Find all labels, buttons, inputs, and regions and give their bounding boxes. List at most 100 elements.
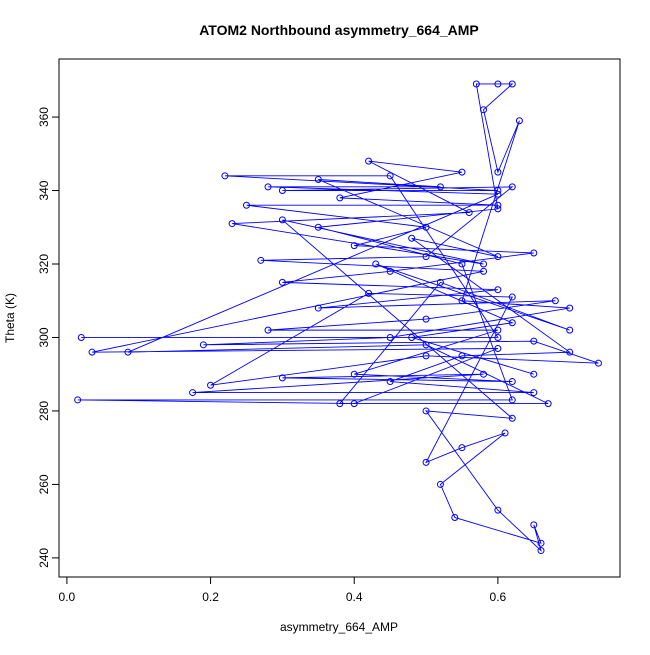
- x-tick-label: 0.4: [346, 590, 363, 604]
- point: [386, 333, 394, 341]
- point: [508, 183, 516, 191]
- y-tick-label: 360: [37, 107, 51, 127]
- point: [458, 168, 466, 176]
- point: [494, 190, 502, 198]
- point: [74, 396, 82, 404]
- point: [336, 194, 344, 202]
- point: [422, 315, 430, 323]
- point: [494, 333, 502, 341]
- point: [436, 183, 444, 191]
- point: [386, 172, 394, 180]
- point: [480, 267, 488, 275]
- point: [257, 256, 265, 264]
- point: [436, 480, 444, 488]
- chart-title: ATOM2 Northbound asymmetry_664_AMP: [199, 22, 479, 38]
- point: [537, 539, 545, 547]
- point: [386, 378, 394, 386]
- point: [451, 513, 459, 521]
- point: [480, 260, 488, 268]
- point: [365, 289, 373, 297]
- point: [365, 157, 373, 165]
- x-tick-label: 0.2: [202, 590, 219, 604]
- point: [422, 458, 430, 466]
- point: [124, 348, 132, 356]
- point: [494, 168, 502, 176]
- point: [314, 304, 322, 312]
- point: [436, 278, 444, 286]
- point: [472, 80, 480, 88]
- point: [530, 521, 538, 529]
- point: [386, 267, 394, 275]
- point: [508, 319, 516, 327]
- point: [458, 444, 466, 452]
- point: [480, 370, 488, 378]
- point: [264, 326, 272, 334]
- x-axis-label: asymmetry_664_AMP: [280, 620, 398, 634]
- point: [515, 117, 523, 125]
- point: [422, 223, 430, 231]
- point: [408, 333, 416, 341]
- point: [594, 359, 602, 367]
- point: [465, 209, 473, 217]
- point: [242, 201, 250, 209]
- point: [480, 106, 488, 114]
- y-tick-label: 240: [37, 548, 51, 568]
- point: [494, 201, 502, 209]
- point: [494, 80, 502, 88]
- point: [278, 187, 286, 195]
- point: [508, 378, 516, 386]
- point: [372, 260, 380, 268]
- y-axis-label: Theta (K): [3, 293, 17, 343]
- point: [314, 223, 322, 231]
- point: [508, 414, 516, 422]
- x-tick-label: 0.6: [490, 590, 507, 604]
- point: [350, 400, 358, 408]
- point: [228, 220, 236, 228]
- point: [336, 400, 344, 408]
- point: [408, 234, 416, 242]
- x-tick-label: 0.0: [59, 590, 76, 604]
- point: [508, 80, 516, 88]
- point: [566, 326, 574, 334]
- point: [350, 242, 358, 250]
- point: [422, 253, 430, 261]
- point: [566, 304, 574, 312]
- point: [189, 389, 197, 397]
- point: [278, 374, 286, 382]
- point: [530, 249, 538, 257]
- point: [494, 286, 502, 294]
- point: [494, 187, 502, 195]
- point: [221, 172, 229, 180]
- point: [422, 352, 430, 360]
- plot-frame: [58, 58, 621, 578]
- point: [544, 400, 552, 408]
- point: [278, 216, 286, 224]
- y-tick-label: 340: [37, 180, 51, 200]
- point: [350, 370, 358, 378]
- point: [207, 381, 215, 389]
- point: [199, 341, 207, 349]
- point: [264, 183, 272, 191]
- point: [537, 547, 545, 555]
- point: [458, 297, 466, 305]
- point: [314, 175, 322, 183]
- point: [530, 389, 538, 397]
- point: [422, 407, 430, 415]
- point: [494, 344, 502, 352]
- point: [508, 396, 516, 404]
- point: [494, 506, 502, 514]
- point: [551, 297, 559, 305]
- point: [458, 260, 466, 268]
- point: [422, 341, 430, 349]
- point: [494, 326, 502, 334]
- point: [494, 205, 502, 213]
- point: [458, 352, 466, 360]
- point: [530, 370, 538, 378]
- point: [494, 253, 502, 261]
- y-tick-label: 320: [37, 254, 51, 274]
- y-tick-label: 300: [37, 327, 51, 347]
- point: [501, 429, 509, 437]
